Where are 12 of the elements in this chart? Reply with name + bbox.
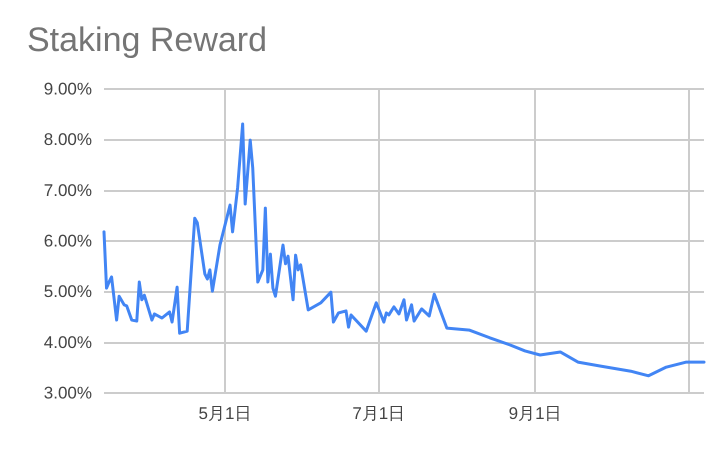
x-tick-label: 7月1日 <box>352 404 406 423</box>
y-tick-label: 4.00% <box>44 332 92 352</box>
y-tick-label: 9.00% <box>44 80 92 98</box>
y-tick-label: 5.00% <box>44 282 92 302</box>
y-tick-label: 6.00% <box>44 232 92 250</box>
x-tick-label: 5月1日 <box>198 404 252 423</box>
chart-title: Staking Reward <box>27 21 268 59</box>
y-tick-label: 3.00% <box>44 384 92 402</box>
x-tick-label: 9月1日 <box>508 404 562 423</box>
y-tick-label: 8.00% <box>44 130 92 150</box>
y-tick-label: 7.00% <box>44 180 92 200</box>
line-series <box>102 122 706 378</box>
